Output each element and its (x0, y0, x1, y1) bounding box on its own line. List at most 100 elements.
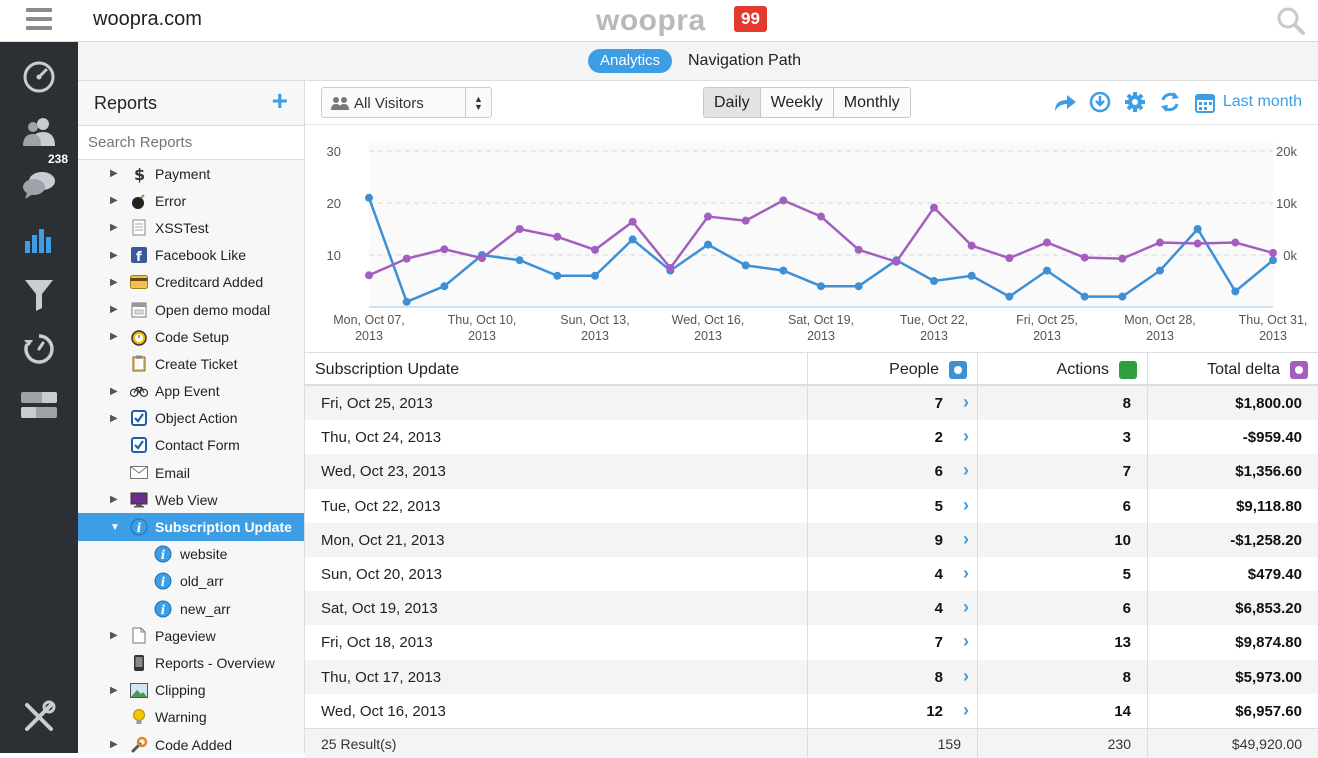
reports-panel: Reports + ▶ $ Payment ▶ Error ▶ XSSTest ▶ f Faceb… (78, 81, 305, 753)
report-item[interactable]: ▶ Open demo modal (78, 296, 304, 323)
expanded-arrow-icon[interactable]: ▼ (110, 521, 120, 533)
report-subitem[interactable]: i old_arr (78, 568, 304, 595)
tab-navigation-path[interactable]: Navigation Path (688, 52, 801, 69)
report-item[interactable]: Contact Form (78, 432, 304, 459)
history-icon[interactable] (20, 330, 58, 368)
report-subitem[interactable]: i new_arr (78, 595, 304, 622)
report-label: Clipping (155, 682, 206, 699)
report-item[interactable]: ▶ f Facebook Like (78, 242, 304, 269)
date-range-label[interactable]: Last month (1222, 93, 1302, 110)
expand-arrow-icon[interactable]: ▶ (110, 494, 118, 506)
table-row[interactable]: Sat, Oct 19, 2013 4 › 6 $6,853.20 (305, 591, 1318, 626)
chevron-right-icon[interactable]: › (963, 460, 969, 481)
row-date: Wed, Oct 16, 2013 (321, 702, 446, 720)
expand-arrow-icon[interactable]: ▶ (110, 249, 118, 261)
report-item[interactable]: ▶ Code Added (78, 731, 304, 753)
expand-arrow-icon[interactable]: ▶ (110, 331, 118, 343)
expand-arrow-icon[interactable]: ▶ (110, 684, 118, 696)
toggle-icon[interactable] (20, 386, 58, 424)
expand-arrow-icon[interactable]: ▶ (110, 195, 118, 207)
people-icon[interactable] (20, 112, 58, 150)
share-icon[interactable] (1053, 90, 1077, 114)
chevron-right-icon[interactable]: › (963, 392, 969, 412)
total-delta-data-point (1005, 254, 1014, 263)
expand-arrow-icon[interactable]: ▶ (110, 630, 118, 642)
chevron-right-icon[interactable]: › (963, 528, 969, 549)
refresh-icon[interactable] (1158, 90, 1182, 114)
report-item[interactable]: ▶ $ Payment (78, 160, 304, 187)
report-item[interactable]: Email (78, 459, 304, 486)
period-monthly-button[interactable]: Monthly (833, 88, 910, 117)
report-item[interactable]: ▶ Pageview (78, 622, 304, 649)
report-item[interactable]: Reports - Overview (78, 649, 304, 676)
report-label: Code Setup (155, 328, 229, 345)
report-item[interactable]: ▶ Creditcard Added (78, 269, 304, 296)
search-icon[interactable] (1276, 6, 1306, 36)
total-delta-column-header[interactable]: Total delta (1207, 361, 1280, 378)
actions-column-header[interactable]: Actions (1056, 361, 1109, 378)
download-icon[interactable] (1088, 90, 1112, 114)
add-report-button[interactable]: + (271, 85, 288, 116)
report-item[interactable]: ▶ Error (78, 187, 304, 214)
table-row[interactable]: Fri, Oct 25, 2013 7 › 8 $1,800.00 (305, 386, 1318, 421)
bomb-icon (130, 192, 148, 210)
chevron-right-icon[interactable]: › (963, 699, 969, 720)
report-item[interactable]: ▶ XSSTest (78, 214, 304, 241)
chevron-right-icon[interactable]: › (963, 665, 969, 686)
people-series-toggle[interactable] (949, 361, 967, 379)
menu-icon[interactable] (26, 8, 52, 30)
expand-arrow-icon[interactable]: ▶ (110, 222, 118, 234)
tools-icon[interactable] (20, 698, 58, 736)
period-weekly-button[interactable]: Weekly (760, 88, 834, 117)
expand-arrow-icon[interactable]: ▶ (110, 412, 118, 424)
chat-icon[interactable] (20, 166, 58, 204)
settings-icon[interactable] (1123, 90, 1147, 114)
chevron-right-icon[interactable]: › (963, 631, 969, 652)
table-row[interactable]: Thu, Oct 17, 2013 8 › 8 $5,973.00 (305, 659, 1318, 694)
chevron-right-icon[interactable]: › (963, 426, 969, 447)
analytics-icon[interactable] (20, 220, 58, 258)
chevron-right-icon[interactable]: › (963, 562, 969, 583)
total-delta-series-toggle[interactable] (1290, 361, 1308, 379)
table-row[interactable]: Mon, Oct 21, 2013 9 › 10 -$1,258.20 (305, 522, 1318, 557)
table-row[interactable]: Tue, Oct 22, 2013 5 › 6 $9,118.80 (305, 488, 1318, 523)
row-actions: 8 (1122, 395, 1131, 412)
report-item[interactable]: ▶ Object Action (78, 405, 304, 432)
chevron-right-icon[interactable]: › (963, 597, 969, 618)
main-content: All Visitors ▲ ▼ Daily Weekly Monthly (305, 81, 1318, 758)
report-item[interactable]: ▶ Code Setup (78, 323, 304, 350)
table-row[interactable]: Fri, Oct 18, 2013 7 › 13 $9,874.80 (305, 625, 1318, 660)
funnel-icon[interactable] (20, 276, 58, 314)
x-axis-tick-label-year: 2013 (807, 329, 835, 343)
visitor-filter-select[interactable]: All Visitors ▲ ▼ (321, 87, 492, 118)
table-row[interactable]: Wed, Oct 23, 2013 6 › 7 $1,356.60 (305, 454, 1318, 489)
dashboard-icon[interactable] (20, 58, 58, 96)
actions-series-toggle[interactable] (1119, 361, 1137, 379)
expand-arrow-icon[interactable]: ▶ (110, 276, 118, 288)
report-item[interactable]: ▼ i Subscription Update (78, 513, 304, 541)
report-item[interactable]: ▶ Clipping (78, 677, 304, 704)
site-name[interactable]: woopra.com (93, 8, 202, 30)
table-row[interactable]: Sun, Oct 20, 2013 4 › 5 $479.40 (305, 556, 1318, 592)
report-item[interactable]: ▶ Web View (78, 486, 304, 513)
report-item[interactable]: Create Ticket (78, 350, 304, 377)
expand-arrow-icon[interactable]: ▶ (110, 385, 118, 397)
report-item[interactable]: ▶ App Event (78, 378, 304, 405)
people-data-point (854, 282, 863, 291)
tab-analytics[interactable]: Analytics (588, 49, 673, 73)
search-reports-input[interactable] (78, 126, 304, 160)
report-subitem[interactable]: i website (78, 541, 304, 568)
period-daily-button[interactable]: Daily (704, 88, 761, 117)
x-axis-tick-label: Thu, Oct 31, (1239, 313, 1308, 327)
report-item[interactable]: Warning (78, 704, 304, 731)
expand-arrow-icon[interactable]: ▶ (110, 739, 118, 751)
report-label: Open demo modal (155, 301, 271, 318)
chevron-right-icon[interactable]: › (963, 494, 969, 515)
people-column-header[interactable]: People (889, 361, 939, 378)
expand-arrow-icon[interactable]: ▶ (110, 304, 118, 316)
people-data-point (1156, 266, 1164, 275)
table-row[interactable]: Thu, Oct 24, 2013 2 › 3 -$959.40 (305, 420, 1318, 455)
expand-arrow-icon[interactable]: ▶ (110, 168, 118, 180)
table-row[interactable]: Wed, Oct 16, 2013 12 › 14 $6,957.60 (305, 693, 1318, 728)
calendar-icon[interactable] (1193, 90, 1217, 114)
